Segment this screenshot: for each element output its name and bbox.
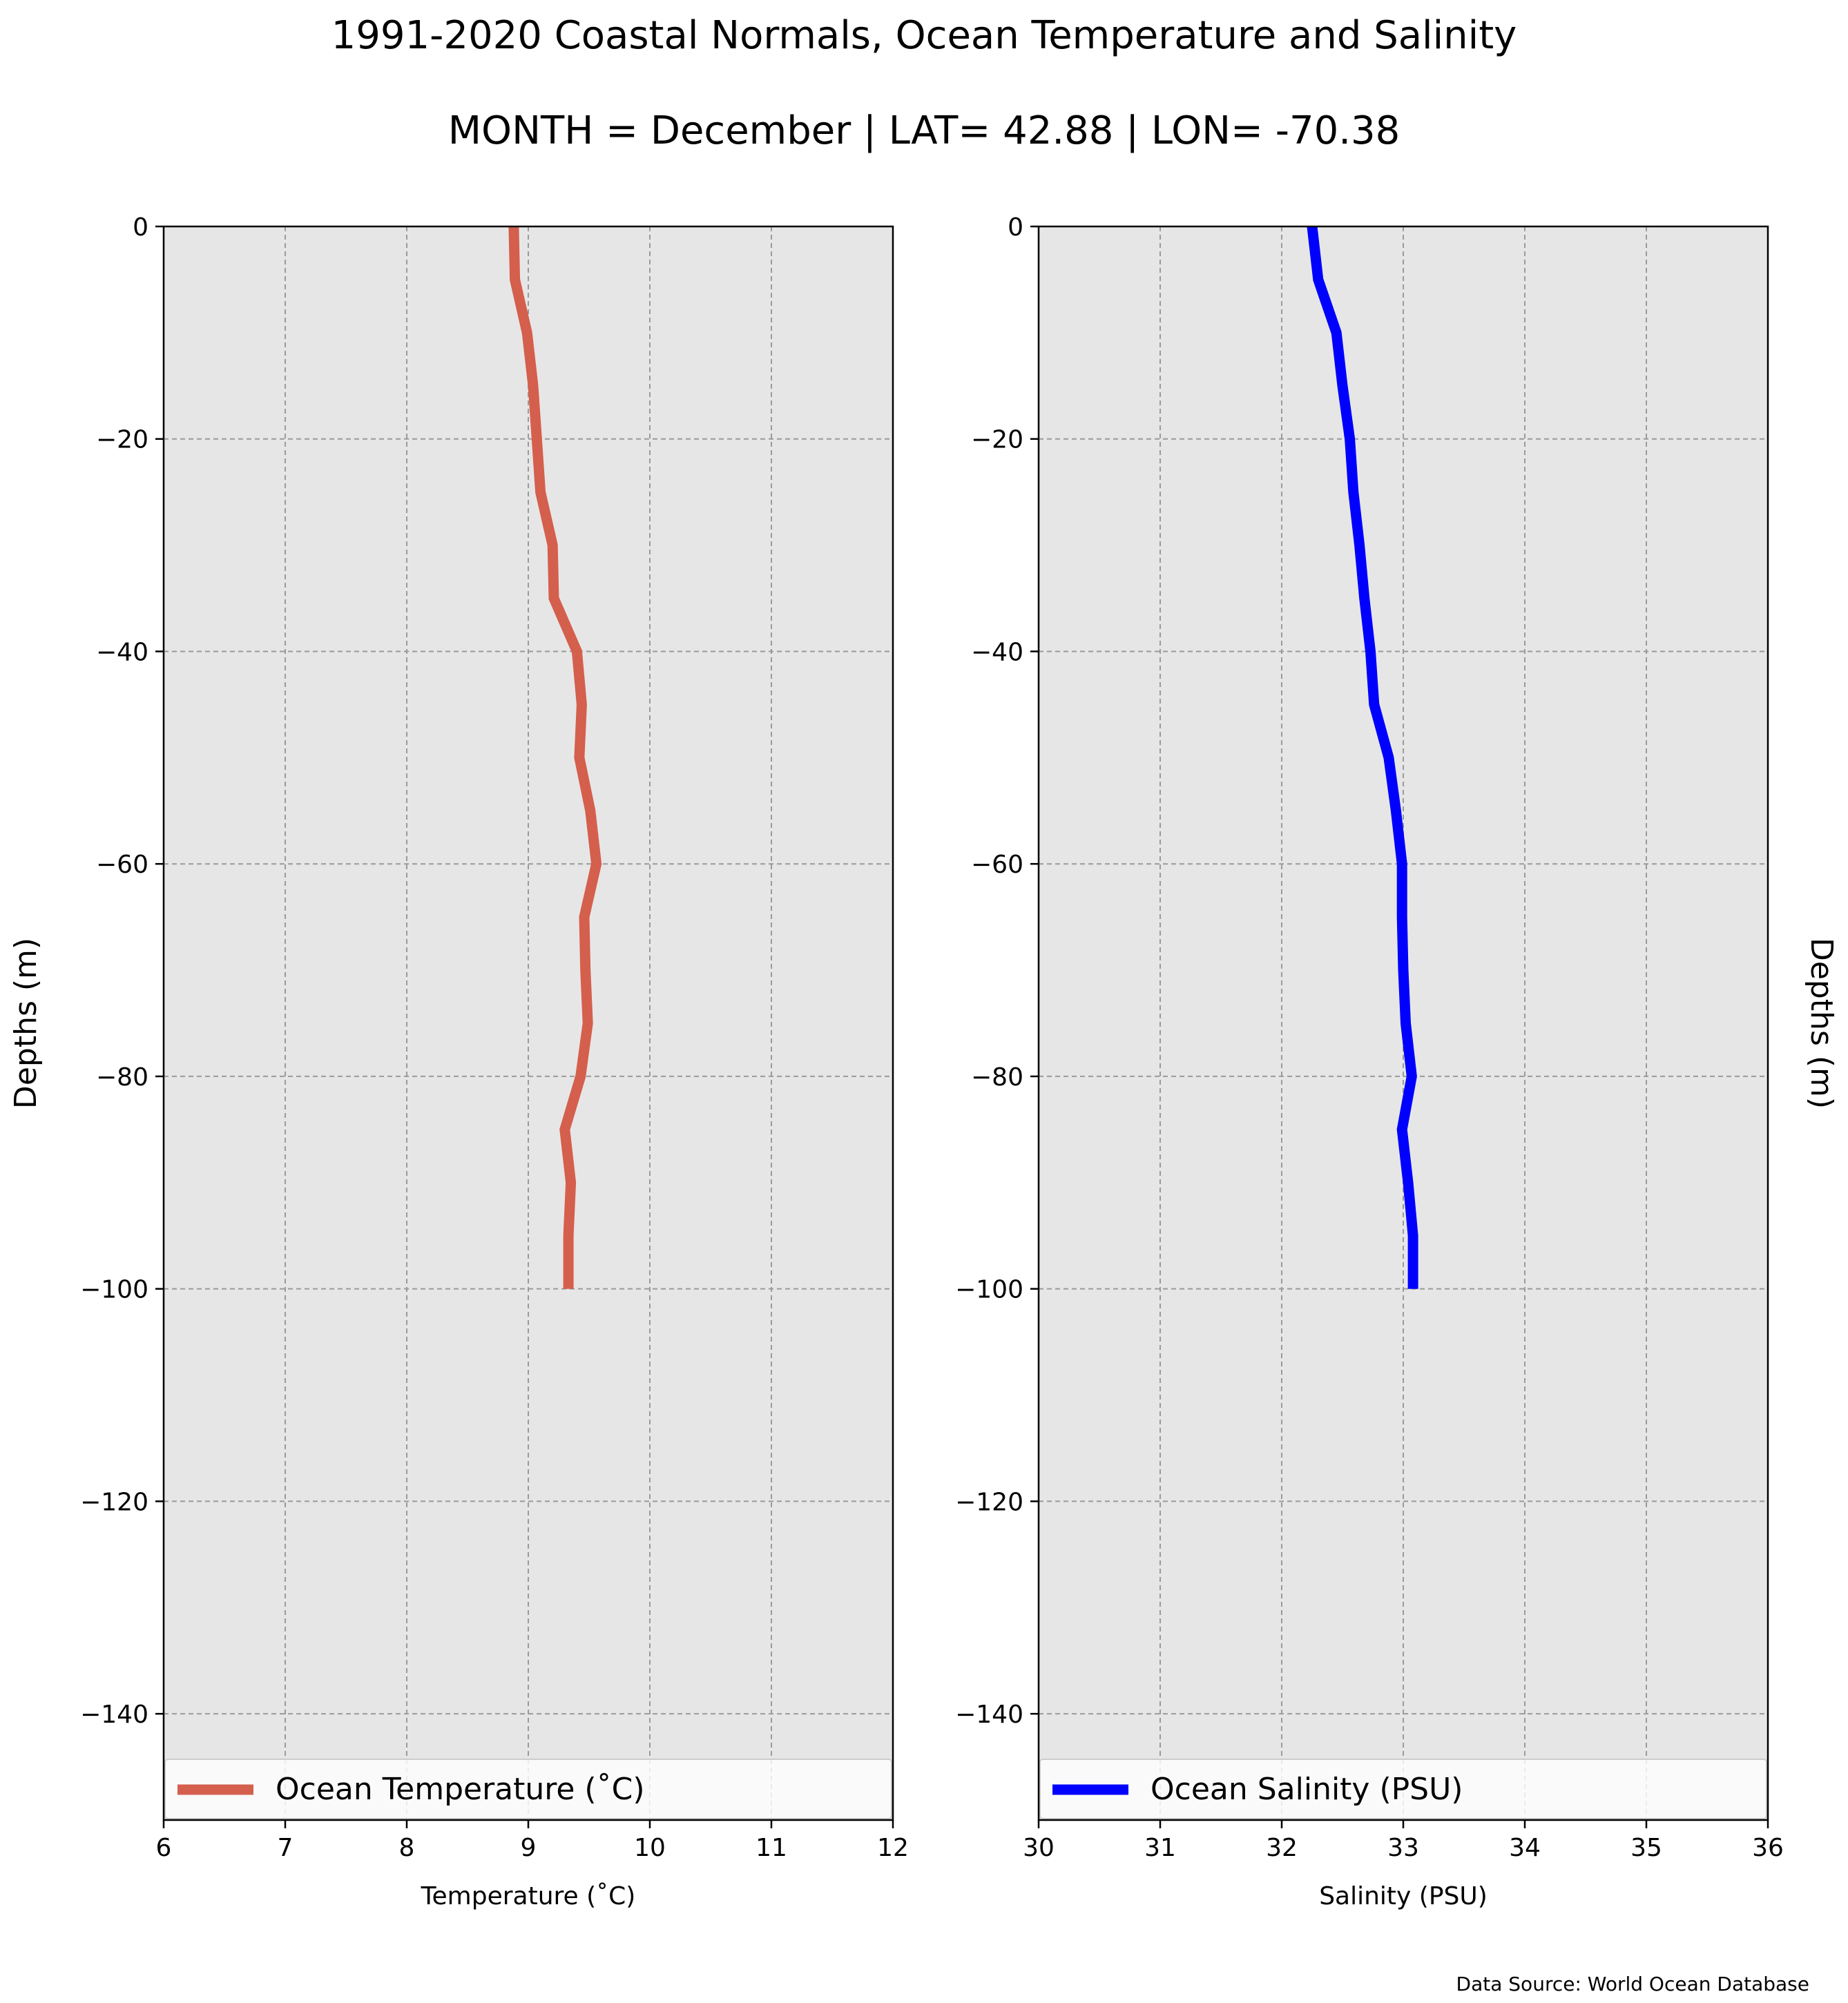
- x-tick-label: 6: [156, 1834, 172, 1862]
- data-source-note: Data Source: World Ocean Database: [1456, 1973, 1809, 1995]
- x-tick-label: 32: [1266, 1834, 1298, 1862]
- x-axis-label: Temperature (˚C): [421, 1882, 636, 1910]
- x-tick-label: 11: [755, 1834, 787, 1862]
- legend-box: [164, 1759, 892, 1819]
- x-axis-label: Salinity (PSU): [1319, 1882, 1488, 1910]
- x-tick-label: 10: [634, 1834, 666, 1862]
- temperature-panel: 6 7 8 9 10 11 12 0 −20 −40 −60 −80 −100 −120 −140 Ocean…: [8, 213, 909, 1910]
- y-tick-label: −40: [96, 638, 148, 666]
- y-tick-label: −20: [96, 426, 148, 454]
- y-tick-label: 0: [133, 213, 148, 242]
- figure-subtitle: MONTH = December | LAT= 42.88 | LON= -70…: [448, 108, 1401, 153]
- x-tick-label: 31: [1144, 1834, 1176, 1862]
- y-tick-label: −20: [971, 426, 1023, 454]
- y-tick-label: −40: [971, 638, 1023, 666]
- salinity-panel: 30 31 32 33 34 35 36 0 −20 −40 −60 −80 −100 −120 −140 O…: [955, 213, 1839, 1910]
- series-line: [1307, 226, 1418, 1289]
- y-tick-label: −100: [955, 1276, 1023, 1304]
- y-axis-label: Depths (m): [8, 938, 44, 1109]
- axes-frame: [1037, 225, 1769, 1821]
- legend-label: Ocean Salinity (PSU): [1151, 1772, 1463, 1807]
- y-tick-label: −120: [80, 1488, 148, 1516]
- x-tick-label: 8: [399, 1834, 415, 1862]
- y-tick-label: −60: [96, 851, 148, 879]
- x-tick-label: 7: [278, 1834, 293, 1862]
- figure-title: 1991-2020 Coastal Normals, Ocean Tempera…: [331, 13, 1517, 58]
- x-tick-label: 35: [1630, 1834, 1662, 1862]
- x-tick-label: 12: [877, 1834, 909, 1862]
- y-tick-label: −140: [955, 1701, 1023, 1729]
- x-tick-label: 33: [1387, 1834, 1419, 1862]
- legend-label: Ocean Temperature (˚C): [276, 1772, 645, 1807]
- x-tick-label: 30: [1023, 1834, 1055, 1862]
- series-line: [508, 226, 602, 1289]
- y-tick-label: −100: [80, 1276, 148, 1304]
- x-tick-label: 34: [1509, 1834, 1541, 1862]
- x-tick-label: 36: [1752, 1834, 1784, 1862]
- y-tick-label: −60: [971, 851, 1023, 879]
- y-tick-label: −120: [955, 1488, 1023, 1516]
- legend-box: [1039, 1759, 1767, 1819]
- y-tick-label: −80: [96, 1063, 148, 1092]
- y-tick-label: 0: [1008, 213, 1023, 242]
- y-tick-label: −80: [971, 1063, 1023, 1092]
- x-tick-label: 9: [521, 1834, 537, 1862]
- y-tick-label: −140: [80, 1701, 148, 1729]
- axes-frame: [162, 225, 894, 1821]
- y-axis-label: Depths (m): [1804, 938, 1839, 1109]
